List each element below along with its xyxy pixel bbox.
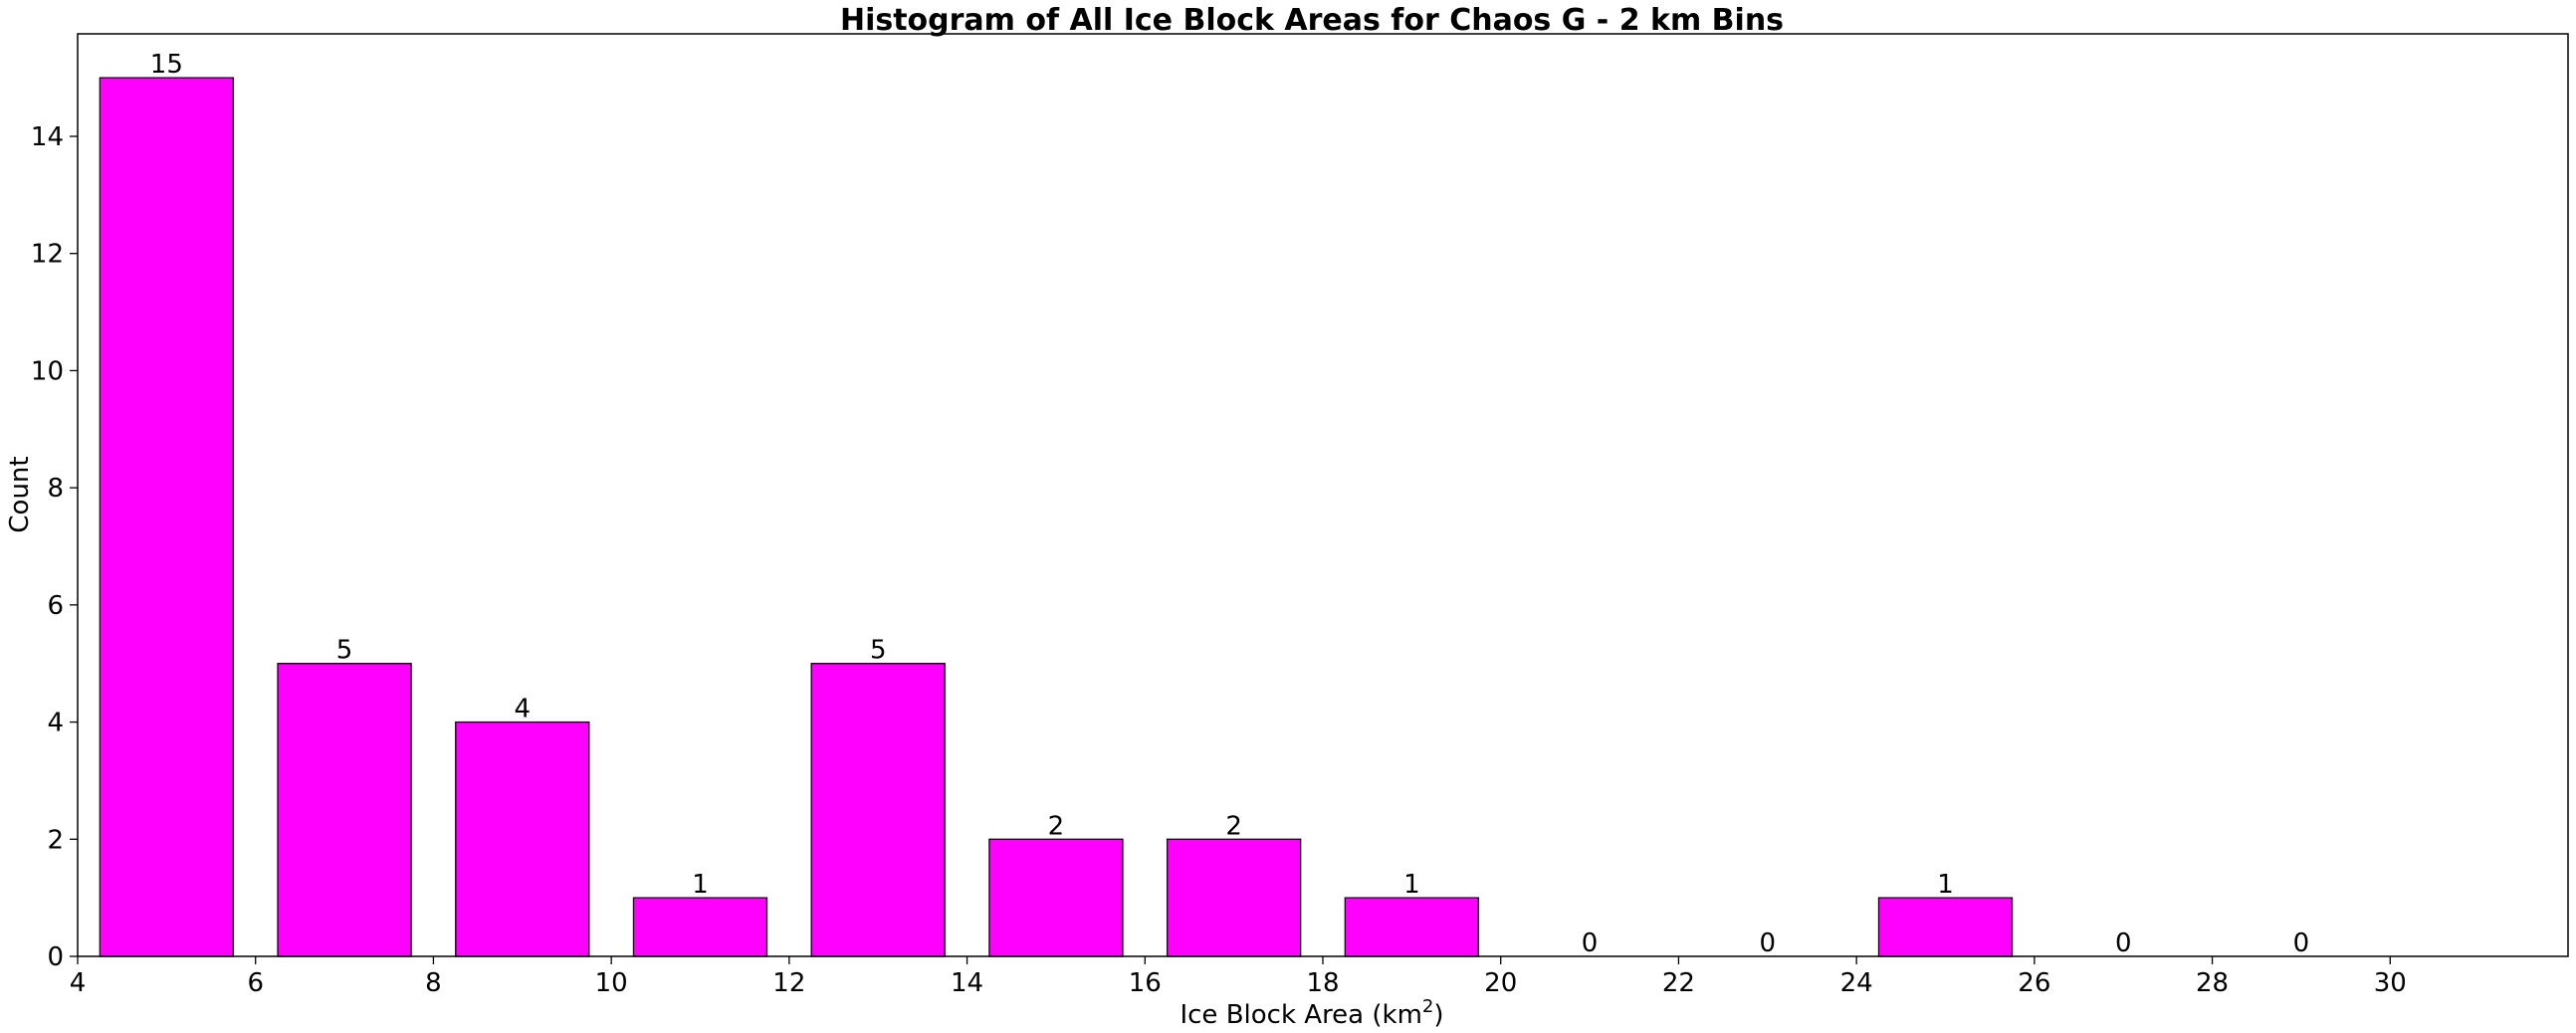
data-label-28-30: 0 — [2293, 929, 2310, 958]
data-label-10-12: 1 — [692, 870, 709, 900]
data-label-12-14: 5 — [870, 636, 887, 666]
y-axis-ticks: 0 2 4 6 8 10 12 14 — [31, 122, 78, 972]
data-label-4-6: 15 — [150, 50, 183, 80]
x-axis-ticks: 4 6 8 10 12 14 16 18 20 22 24 26 28 30 — [70, 956, 2407, 998]
x-tick-label: 24 — [1840, 968, 1873, 998]
x-tick-label: 16 — [1129, 968, 1162, 998]
y-tick-label: 4 — [47, 709, 64, 738]
data-label-6-8: 5 — [336, 636, 353, 666]
plot-frame — [77, 33, 2569, 957]
data-label-16-18: 2 — [1225, 811, 1242, 841]
x-tick-label: 26 — [2018, 968, 2050, 998]
x-tick-label: 28 — [2196, 968, 2229, 998]
y-tick-label: 14 — [31, 122, 64, 152]
chart-title: Histogram of All Ice Block Areas for Cha… — [840, 3, 1784, 38]
x-tick-label: 10 — [595, 968, 628, 998]
x-tick-label: 6 — [247, 968, 264, 998]
y-tick-label: 0 — [47, 942, 64, 972]
x-tick-label: 4 — [70, 968, 87, 998]
data-label-24-26: 1 — [1937, 870, 1954, 900]
data-label-26-28: 0 — [2115, 929, 2132, 958]
bar-14-16 — [988, 838, 1124, 957]
x-tick-label: 20 — [1484, 968, 1517, 998]
y-axis-label: Count — [5, 456, 35, 532]
data-label-22-24: 0 — [1760, 929, 1777, 958]
data-label-8-10: 4 — [515, 695, 532, 724]
x-tick-label: 12 — [772, 968, 805, 998]
data-label-18-20: 1 — [1403, 870, 1420, 900]
bar-10-12 — [632, 897, 768, 957]
x-tick-label: 22 — [1662, 968, 1695, 998]
bar-8-10 — [455, 721, 590, 957]
y-tick-label: 2 — [47, 825, 64, 855]
bar-18-20 — [1344, 897, 1480, 957]
x-axis-label-text: Ice Block Area (km — [1180, 1000, 1421, 1030]
y-tick-label: 12 — [31, 240, 64, 270]
x-tick-label: 18 — [1306, 968, 1339, 998]
x-tick-label: 14 — [951, 968, 983, 998]
bar-6-8 — [277, 663, 412, 957]
x-axis-label-superscript: 2 — [1422, 996, 1433, 1017]
x-tick-label: 8 — [425, 968, 442, 998]
bars-group — [99, 77, 2014, 957]
data-label-14-16: 2 — [1048, 811, 1065, 841]
x-axis-label-suffix: ) — [1433, 1000, 1443, 1030]
y-tick-label: 8 — [47, 474, 64, 504]
y-tick-label: 6 — [47, 591, 64, 621]
bar-16-18 — [1166, 838, 1302, 957]
bar-24-26 — [1877, 897, 2014, 957]
x-axis-label: Ice Block Area (km2) — [1180, 996, 1443, 1030]
x-tick-label: 30 — [2374, 968, 2407, 998]
bar-4-6 — [99, 77, 235, 957]
bar-12-14 — [810, 663, 946, 957]
data-label-20-22: 0 — [1582, 929, 1599, 958]
y-tick-label: 10 — [31, 356, 64, 386]
